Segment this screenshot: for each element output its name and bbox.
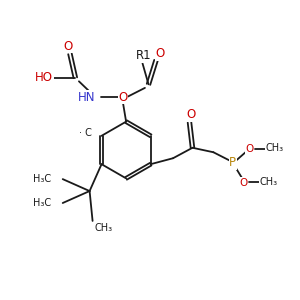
Text: CH₃: CH₃ xyxy=(266,143,284,153)
Text: CH₃: CH₃ xyxy=(94,224,112,233)
Text: O: O xyxy=(239,178,248,188)
Text: R1: R1 xyxy=(136,50,152,62)
Text: O: O xyxy=(245,144,253,154)
Text: HN: HN xyxy=(78,91,95,103)
Text: HO: HO xyxy=(35,71,53,84)
Text: CH₃: CH₃ xyxy=(260,177,278,188)
Text: H₃C: H₃C xyxy=(33,198,51,208)
Text: P: P xyxy=(229,156,236,169)
Text: · C: · C xyxy=(79,128,92,138)
Text: O: O xyxy=(186,108,196,122)
Text: H₃C: H₃C xyxy=(33,174,51,184)
Text: O: O xyxy=(118,91,128,103)
Text: O: O xyxy=(156,47,165,60)
Text: O: O xyxy=(64,40,73,53)
